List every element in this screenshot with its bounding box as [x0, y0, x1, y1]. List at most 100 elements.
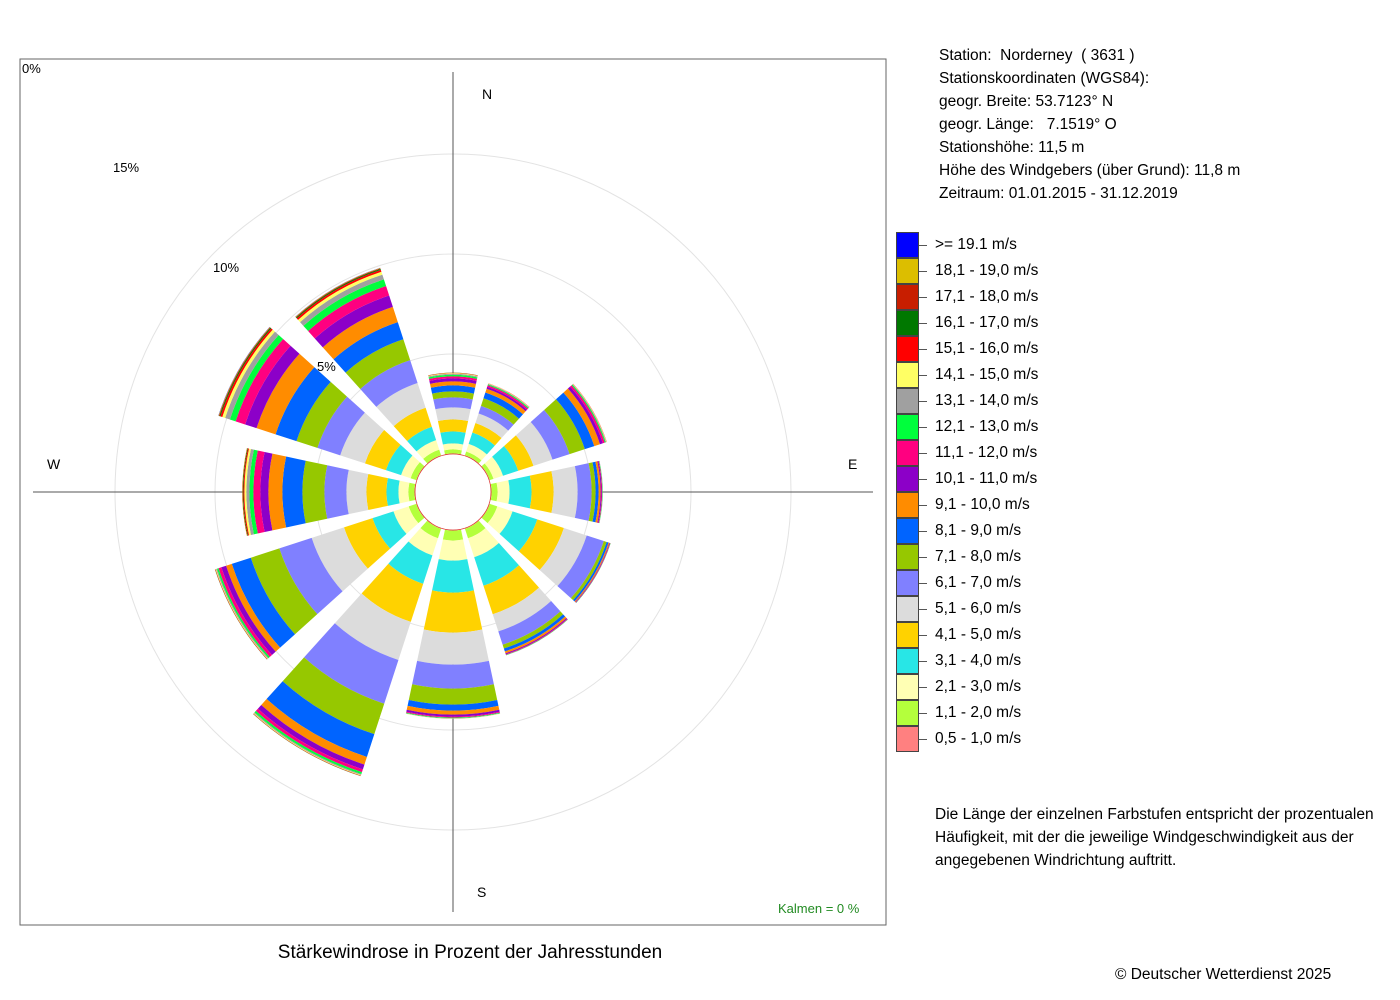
legend-tick [919, 687, 927, 688]
sector-300-speed-band [340, 412, 385, 464]
explanation-note: Die Länge der einzelnen Farbstufen entsp… [935, 806, 1374, 869]
sector-30-speed-band [486, 386, 528, 412]
legend-label: 4,1 - 5,0 m/s [935, 626, 1022, 643]
sector-270-speed-band [249, 449, 258, 535]
sector-150-speed-band [483, 565, 540, 615]
legend-item: 13,1 - 14,0 m/s [896, 388, 1096, 414]
legend-tick [919, 453, 927, 454]
legend-swatch [896, 570, 919, 596]
legend-item: 3,1 - 4,0 m/s [896, 648, 1096, 674]
sector-120-speed-band [570, 541, 607, 601]
sector-210-speed-band [282, 657, 385, 735]
sector-330-speed-band [407, 426, 437, 452]
legend-item: 0,5 - 1,0 m/s [896, 726, 1096, 752]
ring-label-15: 15% [113, 160, 139, 175]
legend-item: 12,1 - 13,0 m/s [896, 414, 1096, 440]
station-latitude: geogr. Breite: 53.7123° N [939, 93, 1114, 110]
time-period: Zeitraum: 01.01.2015 - 31.12.2019 [939, 185, 1178, 202]
legend-tick [919, 297, 927, 298]
legend-swatch [896, 518, 919, 544]
sector-120-speed-band [539, 528, 587, 587]
calm-circle [414, 453, 492, 531]
legend-label: 6,1 - 7,0 m/s [935, 574, 1022, 591]
sector-180-speed-band [442, 529, 464, 541]
sector-0-speed-band [444, 453, 462, 455]
calms-label: Kalmen = 0 % [778, 901, 860, 916]
sector-90-speed-band [595, 461, 601, 523]
sector-90-speed-band [598, 460, 603, 524]
sector-60-speed-band [556, 392, 595, 450]
compass-label-e: E [848, 456, 857, 472]
station-longitude: geogr. Länge: 7.1519° O [939, 116, 1117, 133]
sector-150-speed-band [474, 542, 519, 586]
sector-330-speed-band [300, 274, 384, 326]
legend-tick [919, 479, 927, 480]
legend-item: 1,1 - 2,0 m/s [896, 700, 1096, 726]
legend-item: 16,1 - 17,0 m/s [896, 310, 1096, 336]
sector-270-speed-band [398, 480, 410, 504]
sector-300-speed-band [385, 444, 413, 476]
sector-90 [490, 460, 603, 524]
sector-270-speed-band [408, 482, 416, 502]
legend-swatch [896, 726, 919, 752]
sector-0-speed-band [437, 419, 469, 433]
legend-label: 1,1 - 2,0 m/s [935, 704, 1022, 721]
compass-label-s: S [477, 884, 486, 900]
sector-90-speed-band [508, 475, 532, 509]
legend-item: 11,1 - 12,0 m/s [896, 440, 1096, 466]
sector-30-speed-band [468, 432, 495, 455]
sector-270-speed-band [324, 465, 349, 519]
sector-330-speed-band [298, 271, 383, 323]
legend-label: 7,1 - 8,0 m/s [935, 548, 1022, 565]
legend-swatch [896, 700, 919, 726]
ring-label-10: 10% [213, 260, 239, 275]
copyright: © Deutscher Wetterdienst 2025 [1115, 966, 1332, 983]
legend-label: 10,1 - 11,0 m/s [935, 470, 1038, 487]
sector-300-speed-band [275, 367, 331, 442]
legend-tick [919, 323, 927, 324]
sector-210-speed-band [388, 541, 433, 584]
sector-90-speed-band [588, 462, 596, 522]
sector-330-speed-band [322, 306, 398, 360]
sector-90-speed-band [490, 482, 498, 502]
legend-label: 18,1 - 19,0 m/s [935, 262, 1039, 279]
legend-tick [919, 583, 927, 584]
sector-330-speed-band [423, 449, 442, 464]
sector-120-speed-band [499, 511, 538, 552]
legend-swatch [896, 362, 919, 388]
legend-label: 0,5 - 1,0 m/s [935, 730, 1022, 747]
sector-330-speed-band [345, 339, 411, 389]
sector-0-speed-band [432, 391, 474, 400]
sector-30-speed-band [466, 443, 487, 461]
sector-180 [405, 529, 501, 719]
legend-swatch [896, 596, 919, 622]
legend-item: 7,1 - 8,0 m/s [896, 544, 1096, 570]
sector-210-speed-band [261, 699, 367, 765]
sector-240-speed-band [231, 557, 296, 648]
legend-item: 14,1 - 15,0 m/s [896, 362, 1096, 388]
legend-item: 6,1 - 7,0 m/s [896, 570, 1096, 596]
ring-label-0: 0% [22, 61, 41, 76]
compass-label-w: W [47, 456, 61, 472]
sector-150-speed-band [498, 600, 561, 645]
sector-240-speed-band [218, 567, 272, 658]
sector-180-speed-band [432, 559, 474, 593]
sector-150-speed-band [503, 614, 566, 652]
legend-item: 8,1 - 9,0 m/s [896, 518, 1096, 544]
sector-240-speed-band [408, 503, 425, 524]
sector-270-speed-band [242, 448, 247, 536]
sector-60-speed-band [567, 386, 603, 445]
legend-tick [919, 505, 927, 506]
sector-90-speed-band [598, 460, 603, 524]
legend-tick [919, 557, 927, 558]
sector-180-speed-band [444, 529, 462, 531]
sector-270-speed-band [246, 449, 254, 535]
chart-title: Stärkewindrose in Prozent der Jahresstun… [277, 942, 663, 963]
legend-item: 9,1 - 10,0 m/s [896, 492, 1096, 518]
legend-tick [919, 427, 927, 428]
sector-330-speed-band [333, 322, 404, 373]
sector-30 [464, 383, 530, 464]
sector-270-speed-band [242, 448, 248, 536]
sector-180-speed-band [406, 705, 500, 715]
